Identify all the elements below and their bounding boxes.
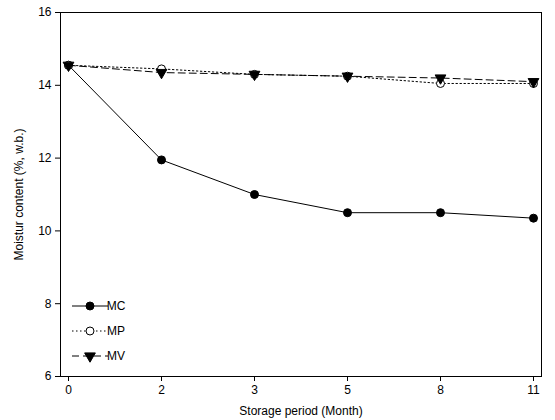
svg-text:5: 5	[344, 383, 351, 397]
svg-text:MV: MV	[107, 349, 125, 363]
svg-text:11: 11	[527, 383, 540, 397]
svg-text:2: 2	[158, 383, 165, 397]
svg-text:16: 16	[38, 5, 52, 19]
svg-text:3: 3	[251, 383, 258, 397]
svg-text:8: 8	[437, 383, 444, 397]
svg-text:MP: MP	[107, 324, 125, 338]
svg-text:MC: MC	[107, 299, 126, 313]
svg-text:12: 12	[38, 151, 52, 165]
svg-text:10: 10	[38, 224, 52, 238]
svg-text:Moistur content (%, w.b.): Moistur content (%, w.b.)	[12, 128, 26, 260]
svg-text:6: 6	[45, 369, 52, 383]
svg-text:0: 0	[65, 383, 72, 397]
svg-text:Storage period (Month): Storage period (Month)	[239, 404, 362, 418]
svg-text:8: 8	[45, 297, 52, 311]
svg-text:14: 14	[38, 78, 52, 92]
